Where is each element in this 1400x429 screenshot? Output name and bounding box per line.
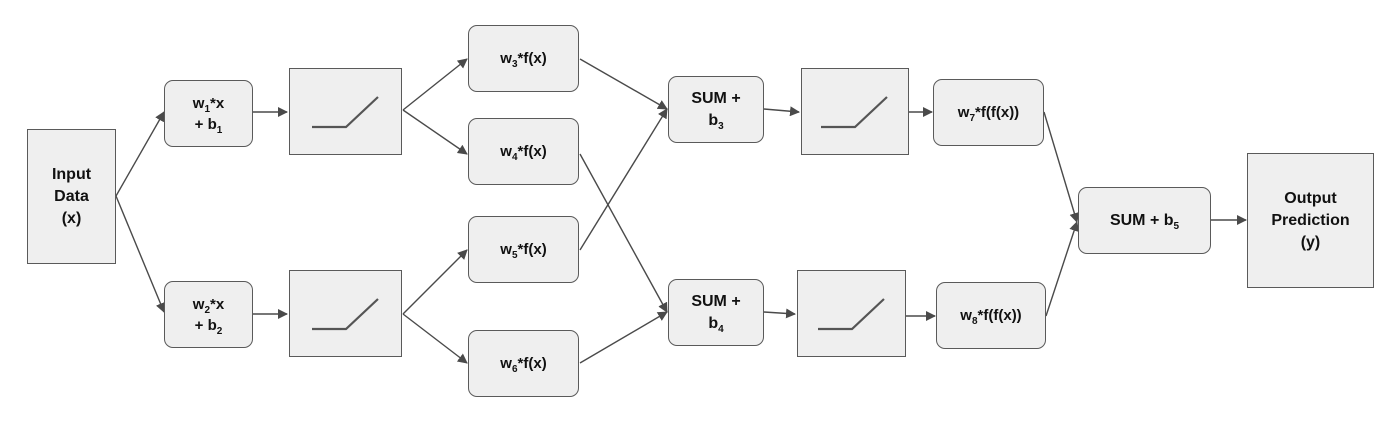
- edge-w4-to-sum4: [579, 153, 668, 313]
- sum-b4-line2: b4: [708, 314, 724, 335]
- sum-b3-line2: b3: [708, 111, 724, 132]
- edge-relu1-to-w4: [402, 109, 468, 155]
- sum-node-b5: SUM + b5: [1078, 187, 1211, 254]
- weight-node-w8: w8*f(f(x)): [936, 282, 1046, 349]
- w1-line2: + b1: [194, 115, 223, 136]
- weight-node-w7: w7*f(f(x)): [933, 79, 1044, 146]
- relu-curve-icon: [311, 297, 379, 330]
- relu-curve-icon: [817, 297, 885, 330]
- edge-w7-to-sum5: [1043, 111, 1080, 223]
- relu-activation-4: [797, 270, 906, 357]
- input-data-node: Input Data (x): [27, 129, 116, 264]
- weight-node-w3: w3*f(x): [468, 25, 579, 92]
- relu-curve-icon: [311, 95, 379, 128]
- w2-line1: w2*x: [192, 295, 225, 316]
- edge-relu2-to-w6: [402, 313, 468, 364]
- edge-w5-to-sum3: [579, 108, 668, 251]
- output-line3: (y): [1300, 233, 1321, 251]
- sum-b4-line1: SUM +: [691, 292, 741, 310]
- w2-line2: + b2: [194, 316, 223, 337]
- edge-input-to-h1: [115, 111, 165, 197]
- sum-node-b3: SUM + b3: [668, 76, 764, 143]
- edge-w8-to-sum5: [1045, 221, 1079, 317]
- weight-node-w4: w4*f(x): [468, 118, 579, 185]
- edge-sum3-to-relu3: [763, 106, 800, 117]
- relu-activation-1: [289, 68, 402, 155]
- hidden-node-w1: w1*x + b1: [164, 80, 253, 147]
- relu-activation-2: [289, 270, 402, 357]
- input-line3: (x): [61, 209, 82, 227]
- hidden-node-w2: w2*x + b2: [164, 281, 253, 348]
- weight-node-w5: w5*f(x): [468, 216, 579, 283]
- output-prediction-node: Output Prediction (y): [1247, 153, 1374, 288]
- edge-relu1-to-w3: [402, 58, 468, 111]
- input-line2: Data: [54, 187, 89, 205]
- relu-activation-3: [801, 68, 909, 155]
- w1-line1: w1*x: [192, 94, 225, 115]
- edge-w3-to-sum3: [579, 58, 668, 110]
- relu-curve-icon: [821, 95, 888, 128]
- edge-input-to-h2: [115, 195, 166, 313]
- input-line1: Input: [51, 165, 92, 183]
- sum-b3-line1: SUM +: [691, 89, 741, 107]
- output-line2: Prediction: [1271, 211, 1350, 229]
- weight-node-w6: w6*f(x): [468, 330, 579, 397]
- edge-w6-to-sum4: [579, 311, 668, 364]
- edge-relu2-to-w5: [402, 249, 468, 315]
- output-line1: Output: [1284, 189, 1337, 207]
- sum-node-b4: SUM + b4: [668, 279, 764, 346]
- edge-sum4-to-relu4: [763, 308, 796, 319]
